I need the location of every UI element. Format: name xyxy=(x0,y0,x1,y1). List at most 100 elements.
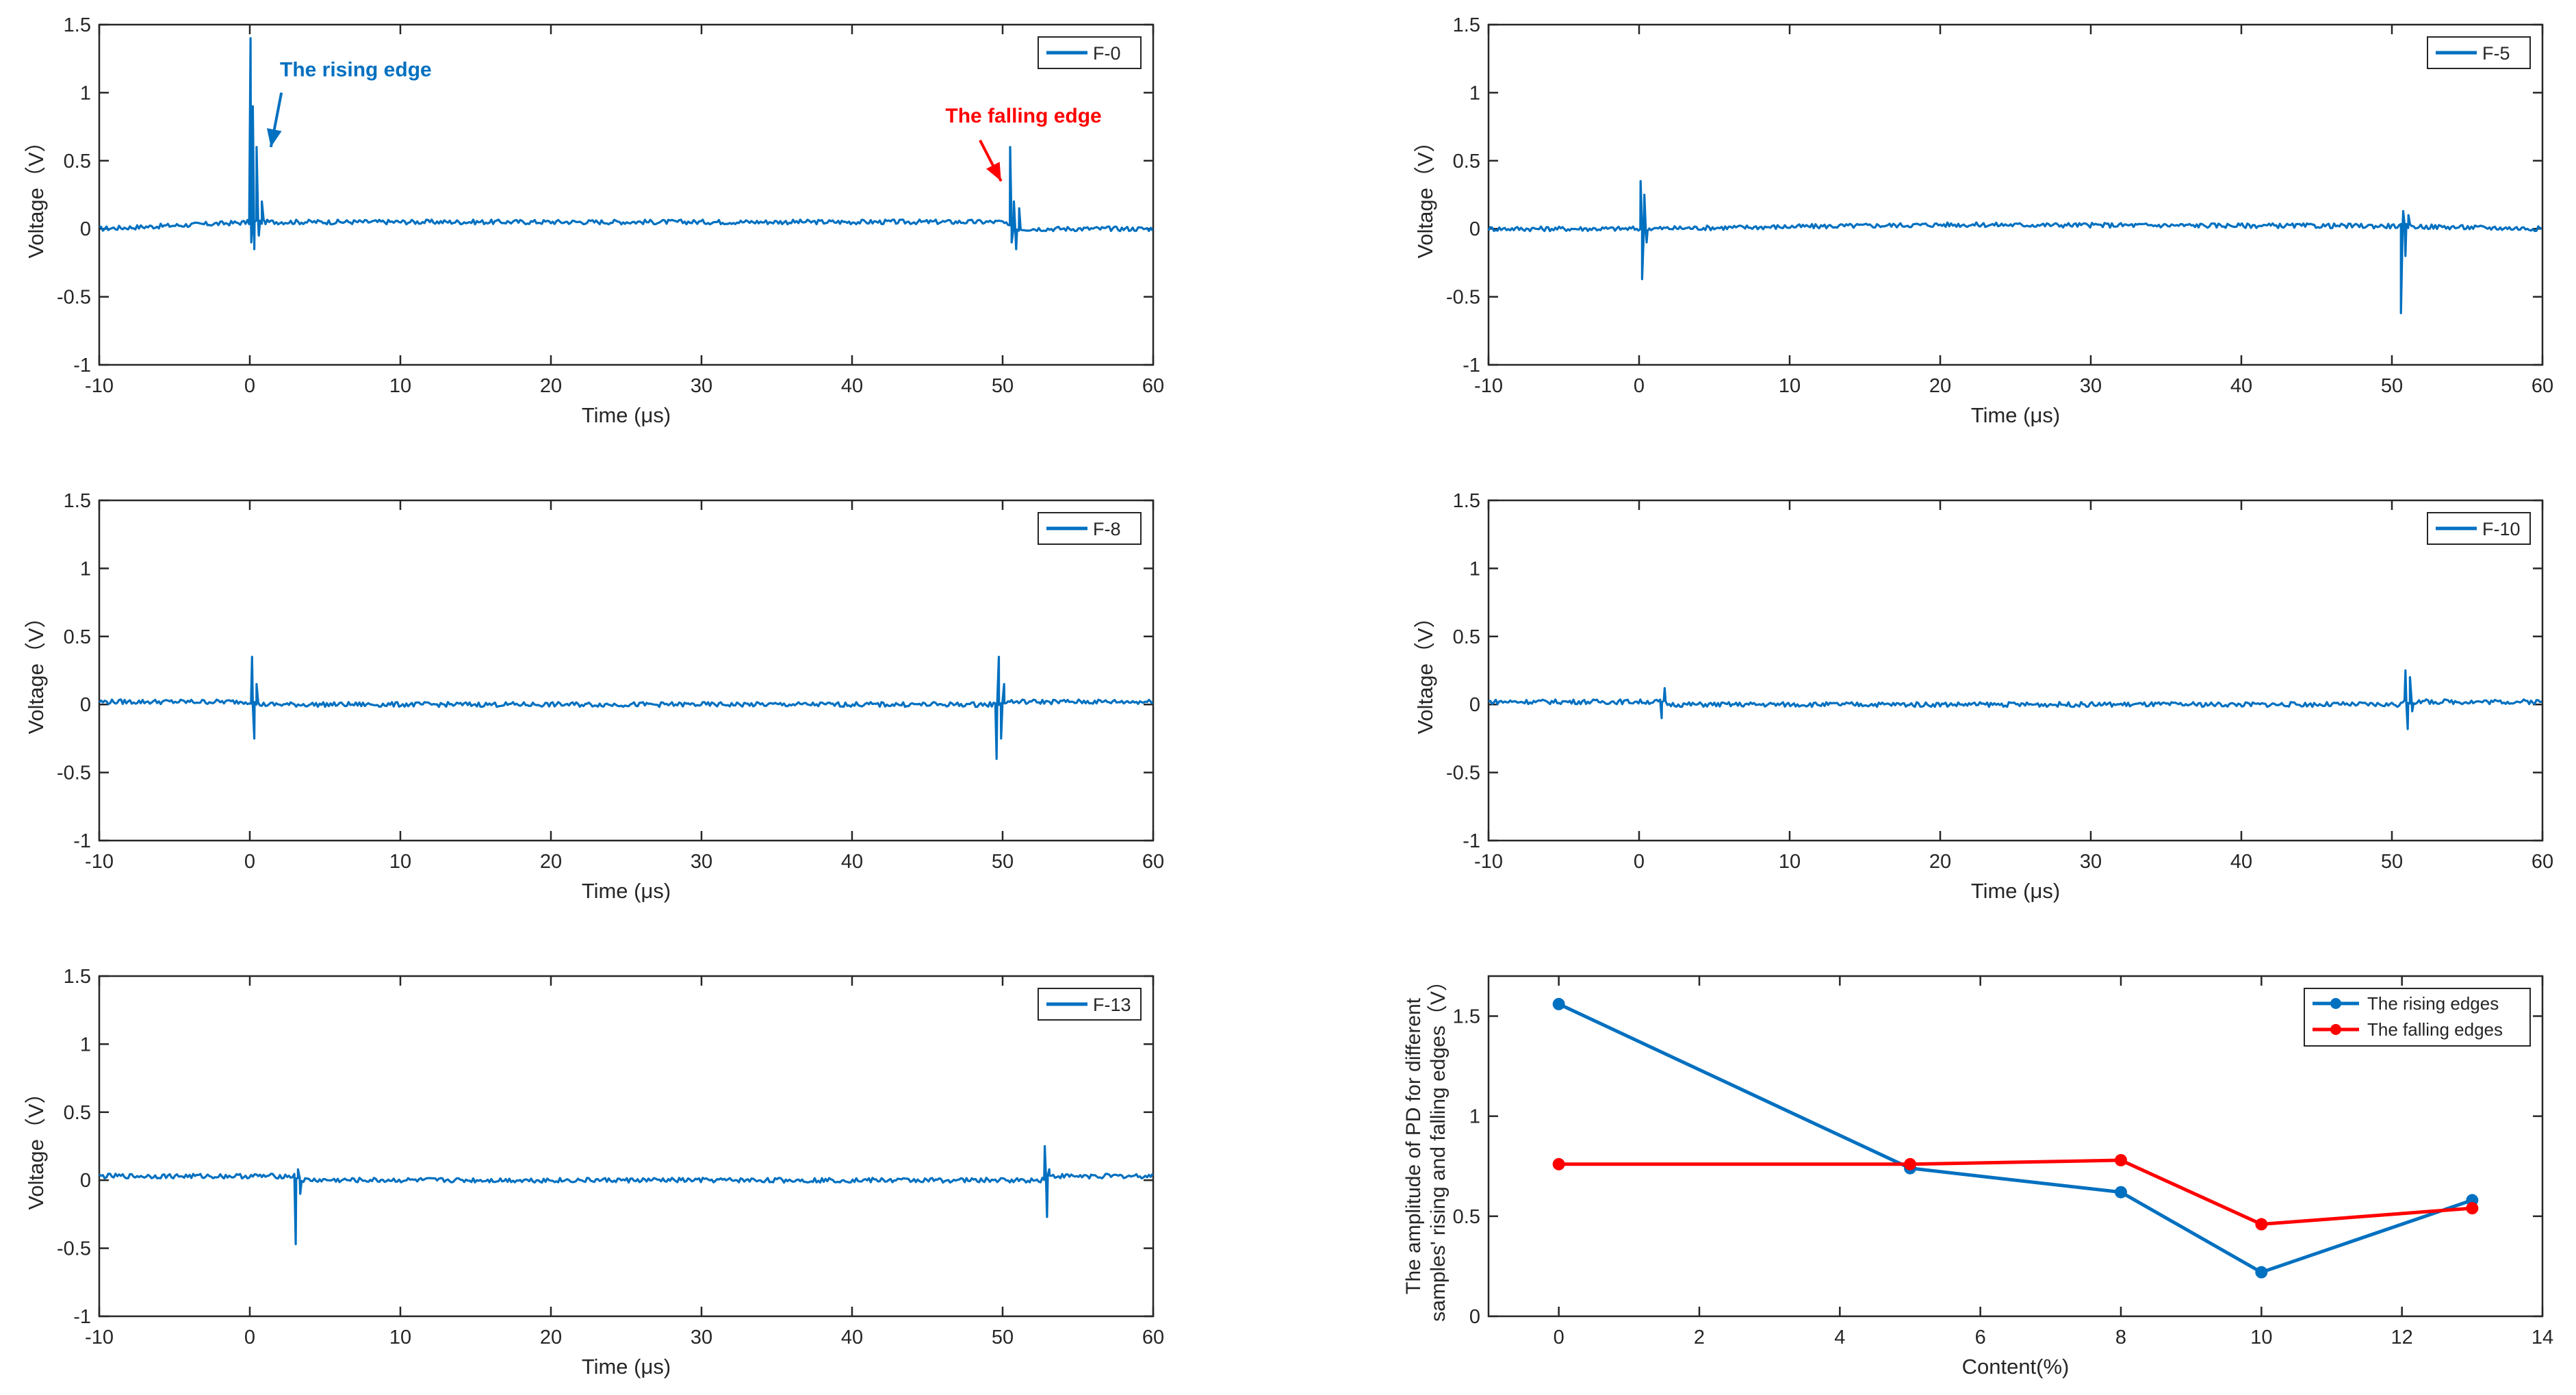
annotation-arrow-head xyxy=(986,162,1001,181)
x-axis-label: Content(%) xyxy=(1962,1355,2070,1379)
y-tick-label: 0 xyxy=(80,218,91,240)
data-point xyxy=(2466,1202,2479,1215)
y-tick-label: 1 xyxy=(80,82,91,104)
x-tick-label: 50 xyxy=(992,1327,1014,1348)
x-tick-label: 0 xyxy=(1554,1327,1564,1348)
legend: The rising edges The falling edges xyxy=(2304,988,2531,1047)
x-tick-label: 20 xyxy=(540,375,562,397)
x-tick-label: 60 xyxy=(1142,851,1164,873)
y-tick-label: 0 xyxy=(1469,694,1480,716)
x-tick-label: -10 xyxy=(1474,851,1503,873)
y-tick-label: -0.5 xyxy=(1446,287,1480,309)
x-tick-label: 10 xyxy=(389,851,411,873)
x-tick-label: 12 xyxy=(2391,1327,2413,1348)
x-tick-label: 0 xyxy=(244,851,255,873)
plot-area xyxy=(98,23,1155,366)
y-axis-label: Voltage（V） xyxy=(1413,131,1437,258)
y-axis-label: Voltage（V） xyxy=(24,131,48,258)
x-axis-label: Time (μs) xyxy=(1971,403,2060,427)
x-tick-label: 10 xyxy=(1779,851,1801,873)
legend-marker xyxy=(2330,1024,2341,1035)
legend: F-13 xyxy=(1038,988,1142,1021)
waveform-trace xyxy=(98,656,1154,760)
x-tick-label: 0 xyxy=(244,375,255,397)
falling-edge-annotation: The falling edge xyxy=(945,105,1102,182)
data-point xyxy=(2115,1153,2127,1166)
y-tick-label: 0.5 xyxy=(1453,1206,1480,1228)
x-tick-label: 30 xyxy=(691,1327,712,1348)
y-tick-label: 1.5 xyxy=(1453,490,1480,512)
x-tick-label: 0 xyxy=(1634,375,1645,397)
x-tick-label: -10 xyxy=(85,375,114,397)
x-tick-label: 50 xyxy=(2381,375,2403,397)
x-tick-label: 30 xyxy=(2080,375,2102,397)
plot-area xyxy=(98,499,1155,842)
y-tick-label: 1.5 xyxy=(1453,1006,1480,1027)
rising-edge-annotation: The rising edge xyxy=(266,59,432,148)
x-tick-label: 40 xyxy=(841,851,863,873)
legend: F-8 xyxy=(1038,512,1142,545)
waveform-trace xyxy=(99,37,1154,251)
y-tick-label: -1 xyxy=(1463,355,1480,376)
data-point xyxy=(2255,1218,2268,1231)
x-tick-label: 60 xyxy=(1142,375,1164,397)
data-point xyxy=(2255,1266,2268,1279)
x-tick-label: 4 xyxy=(1834,1327,1845,1348)
y-tick-label: 1.5 xyxy=(64,966,91,988)
data-point xyxy=(2115,1186,2127,1199)
x-tick-label: -10 xyxy=(85,851,114,873)
amplitude-chart-panel: 0 2 4 6 8 10 12 14 0 0.5 1 1.5 Content(%) The amplitu… xyxy=(1402,971,2553,1379)
y-tick-label: 1.5 xyxy=(64,14,91,36)
x-tick-label: -10 xyxy=(1474,375,1503,397)
x-tick-label: 60 xyxy=(2532,851,2553,873)
x-tick-label: 50 xyxy=(2381,851,2403,873)
x-tick-label: 10 xyxy=(2250,1327,2272,1348)
y-tick-label: 0 xyxy=(1469,218,1480,240)
x-tick-label: 14 xyxy=(2532,1327,2553,1348)
x-tick-label: 40 xyxy=(2230,375,2252,397)
x-tick-label: 60 xyxy=(2532,375,2553,397)
y-tick-label: 0 xyxy=(80,1170,91,1192)
waveform-trace xyxy=(99,1144,1154,1246)
y-tick-label: 1.5 xyxy=(64,490,91,512)
plot-area xyxy=(1487,499,2544,842)
x-tick-label: 50 xyxy=(992,375,1014,397)
legend-label: F-8 xyxy=(1093,519,1121,539)
x-tick-label: 10 xyxy=(1779,375,1801,397)
waveform-trace xyxy=(1488,669,2542,730)
legend: F-0 xyxy=(1038,36,1142,69)
y-tick-label: -1 xyxy=(73,1306,91,1328)
x-tick-label: 40 xyxy=(2230,851,2252,873)
waveform-panel-f5: -10 0 10 20 30 40 50 60 -1 -0.5 0 0.5 1 1.5 Time (μs) V… xyxy=(1413,14,2553,427)
x-axis-label: Time (μs) xyxy=(582,1355,671,1379)
y-tick-label: -1 xyxy=(73,830,91,852)
x-tick-label: 2 xyxy=(1694,1327,1705,1348)
legend: F-5 xyxy=(2427,36,2531,69)
x-tick-label: 30 xyxy=(691,375,712,397)
y-tick-label: -1 xyxy=(73,355,91,376)
legend-label: The falling edges xyxy=(2367,1019,2503,1040)
legend-marker xyxy=(2330,998,2341,1009)
y-tick-label: 1.5 xyxy=(1453,14,1480,36)
series-falling-edges xyxy=(1552,1153,2479,1231)
legend-label: F-0 xyxy=(1093,43,1121,64)
waveform-panel-f10: -10 0 10 20 30 40 50 60 -1 -0.5 0 0.5 1 1.5 Time (μs) V… xyxy=(1413,490,2553,903)
x-tick-label: 0 xyxy=(1634,851,1645,873)
data-point xyxy=(1552,997,1565,1010)
x-tick-label: 20 xyxy=(1929,851,1951,873)
x-tick-label: -10 xyxy=(85,1327,114,1348)
y-tick-label: -1 xyxy=(1463,830,1480,852)
x-axis-label: Time (μs) xyxy=(582,879,671,903)
y-tick-label: -0.5 xyxy=(57,1238,91,1260)
y-tick-label: -0.5 xyxy=(57,287,91,309)
data-point xyxy=(1904,1157,1916,1170)
legend-label: F-13 xyxy=(1093,995,1131,1015)
x-tick-label: 8 xyxy=(2115,1327,2126,1348)
y-tick-label: 0.5 xyxy=(64,151,91,172)
x-tick-label: 40 xyxy=(841,375,863,397)
x-tick-label: 0 xyxy=(244,1327,255,1348)
y-axis-label: Voltage（V） xyxy=(24,606,48,734)
y-tick-label: 1 xyxy=(1469,558,1480,580)
annotation-text: The falling edge xyxy=(945,105,1101,127)
x-tick-label: 20 xyxy=(540,1327,562,1348)
